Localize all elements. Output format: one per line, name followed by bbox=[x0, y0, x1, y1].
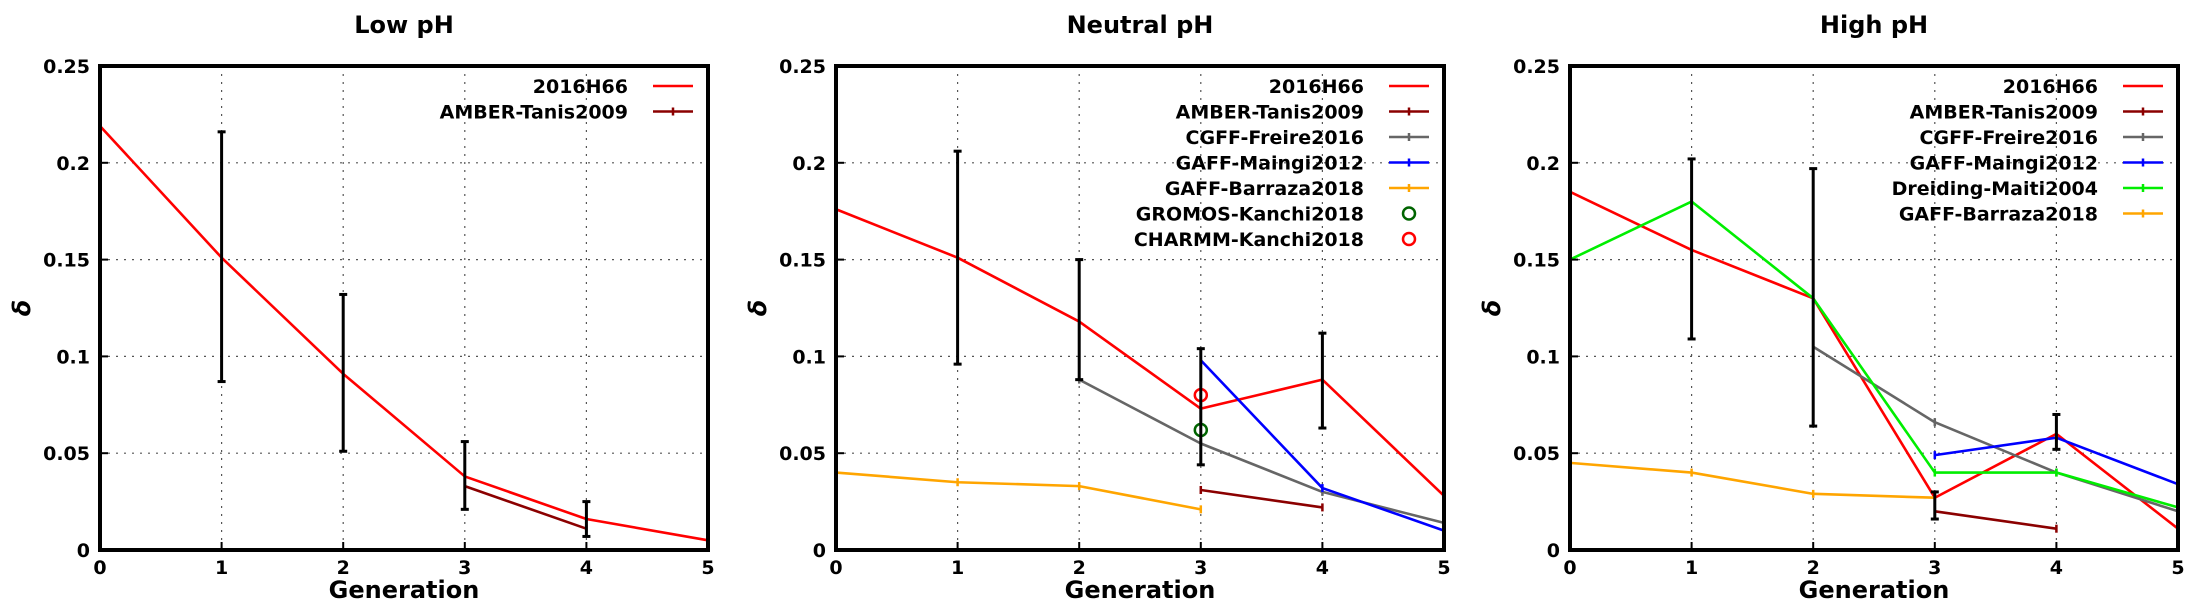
series-line-2016h66 bbox=[1569, 190, 2179, 530]
y-tick-label: 0 bbox=[813, 540, 826, 562]
y-tick-label: 0.15 bbox=[779, 250, 826, 272]
legend-marker-charmm-kanchi2018 bbox=[1401, 231, 1417, 247]
gridlines bbox=[99, 65, 709, 551]
panel-neutral-ph: Neutral pH Generation δ 0 1 2 3 4 5 0 0.05 0.1 0.… bbox=[744, 11, 1451, 600]
x-tick-label: 3 bbox=[1194, 557, 1207, 579]
y-tick-label: 0.15 bbox=[1513, 250, 1560, 272]
series-line-cgff-freire2016 bbox=[1078, 378, 1445, 525]
y-tick-label: 0.1 bbox=[56, 346, 90, 368]
x-tick-label: 2 bbox=[1807, 557, 1820, 579]
legend: 2016H66 AMBER-Tanis2009 CGFF-Freire2016 GAF… bbox=[1134, 76, 1429, 251]
error-bars bbox=[953, 149, 1327, 467]
y-tick-label: 0.2 bbox=[56, 153, 90, 175]
y-tick-label: 0 bbox=[77, 540, 90, 562]
legend-label-cgff-freire2016: CGFF-Freire2016 bbox=[1920, 127, 2098, 149]
x-tick-label: 2 bbox=[337, 557, 350, 579]
x-tick-label: 1 bbox=[1685, 557, 1698, 579]
x-axis-label: Generation bbox=[329, 576, 480, 600]
series-line-gaff-barraza2018 bbox=[1569, 461, 1935, 500]
y-tick-label: 0.05 bbox=[779, 443, 826, 465]
x-axis-label: Generation bbox=[1799, 576, 1950, 600]
series-line-dreiding-maiti2004 bbox=[1569, 200, 2179, 509]
y-tick-label: 0.25 bbox=[43, 56, 90, 78]
legend-label-charmm-kanchi2018: CHARMM-Kanchi2018 bbox=[1134, 229, 1364, 251]
data-series bbox=[99, 125, 709, 542]
y-tick-label: 0.1 bbox=[792, 346, 826, 368]
x-tick-label: 5 bbox=[1437, 557, 1450, 579]
legend-label-2016h66: 2016H66 bbox=[533, 76, 628, 98]
x-tick-label: 0 bbox=[1563, 557, 1576, 579]
legend-label-2016h66: 2016H66 bbox=[2003, 76, 2098, 98]
panel-high-ph: High pH Generation δ 0 1 2 3 4 500.050.10.150… bbox=[1478, 11, 2185, 600]
y-tick-label: 0.25 bbox=[1513, 56, 1560, 78]
data-series bbox=[1568, 190, 2180, 533]
tick-labels: 0 1 2 3 4 5 0 0.05 0.1 0.15 0.2 0.25 bbox=[43, 56, 715, 579]
plot-frame bbox=[98, 64, 710, 552]
x-axis-label: Generation bbox=[1065, 576, 1216, 600]
x-tick-label: 5 bbox=[2171, 557, 2184, 579]
tick-labels: 0 1 2 3 4 5 0 0.05 0.1 0.15 0.2 0.25 bbox=[779, 56, 1451, 579]
plot-frame bbox=[834, 64, 1446, 552]
legend-label-cgff-freire2016: CGFF-Freire2016 bbox=[1186, 127, 1364, 149]
x-tick-label: 3 bbox=[1928, 557, 1941, 579]
y-tick-label: 0.1 bbox=[1526, 346, 1560, 368]
panel-low-ph: Low pH Generation δ 0 1 2 3 4 5 0 0.05 0.1 0.15 0.… bbox=[8, 11, 715, 600]
data-series bbox=[834, 208, 1446, 535]
error-bars bbox=[1687, 157, 2061, 521]
y-axis-label: δ bbox=[8, 300, 36, 317]
series-line-amber-tanis2009 bbox=[464, 484, 587, 530]
y-tick-label: 0.15 bbox=[43, 250, 90, 272]
x-tick-label: 4 bbox=[1316, 557, 1329, 579]
legend-label-2016h66: 2016H66 bbox=[1269, 76, 1364, 98]
legend-label-gaff-barraza2018: GAFF-Barraza2018 bbox=[1165, 178, 1364, 200]
legend: 2016H66 AMBER-Tanis2009 CGFF-Freire2016 GAF… bbox=[1892, 76, 2163, 226]
x-tick-label: 0 bbox=[829, 557, 842, 579]
series-line-amber-tanis2009 bbox=[1934, 509, 2057, 530]
x-tick-label: 4 bbox=[580, 557, 593, 579]
series-line-amber-tanis2009 bbox=[1200, 488, 1323, 509]
x-tick-label: 2 bbox=[1073, 557, 1086, 579]
panel-title: High pH bbox=[1820, 11, 1928, 39]
panel-title: Low pH bbox=[354, 11, 454, 39]
legend: 2016H66 AMBER-Tanis2009 bbox=[440, 76, 693, 124]
plot-frame bbox=[1568, 64, 2180, 552]
x-tick-label: 1 bbox=[951, 557, 964, 579]
x-tick-label: 5 bbox=[701, 557, 714, 579]
y-tick-label: 0.2 bbox=[1526, 153, 1560, 175]
legend-label-dreiding-maiti2004: Dreiding-Maiti2004 bbox=[1892, 178, 2098, 200]
x-tick-label: 1 bbox=[215, 557, 228, 579]
y-tick-label: 0.05 bbox=[43, 443, 90, 465]
y-axis-label: δ bbox=[1478, 300, 1506, 317]
series-line-2016h66 bbox=[99, 125, 709, 542]
legend-label-gromos-kanchi2018: GROMOS-Kanchi2018 bbox=[1136, 204, 1364, 226]
legend-label-gaff-maingi2012: GAFF-Maingi2012 bbox=[1176, 153, 1364, 175]
series-line-gaff-barraza2018 bbox=[835, 471, 1202, 511]
legend-label-amber-tanis2009: AMBER-Tanis2009 bbox=[1176, 102, 1364, 124]
x-tick-label: 0 bbox=[93, 557, 106, 579]
legend-label-amber-tanis2009: AMBER-Tanis2009 bbox=[1910, 102, 2098, 124]
error-bars bbox=[217, 130, 591, 538]
legend-label-gaff-barraza2018: GAFF-Barraza2018 bbox=[1899, 204, 2098, 226]
panel-title: Neutral pH bbox=[1067, 11, 1214, 39]
tick-labels: 0 1 2 3 4 5 0 0.05 0.1 0.15 0.2 0.25 bbox=[1513, 56, 2185, 579]
legend-marker-gromos-kanchi2018 bbox=[1401, 206, 1417, 221]
y-axis-label: δ bbox=[744, 300, 772, 317]
legend-label-amber-tanis2009: AMBER-Tanis2009 bbox=[440, 102, 628, 124]
x-tick-label: 4 bbox=[2050, 557, 2063, 579]
y-tick-label: 0.25 bbox=[779, 56, 826, 78]
series-line-2016h66 bbox=[835, 208, 1445, 497]
legend-label-gaff-maingi2012: GAFF-Maingi2012 bbox=[1910, 153, 2098, 175]
y-tick-label: 0 bbox=[1547, 540, 1560, 562]
x-tick-label: 3 bbox=[458, 557, 471, 579]
y-tick-label: 0.05 bbox=[1513, 443, 1560, 465]
y-tick-label: 0.2 bbox=[792, 153, 826, 175]
